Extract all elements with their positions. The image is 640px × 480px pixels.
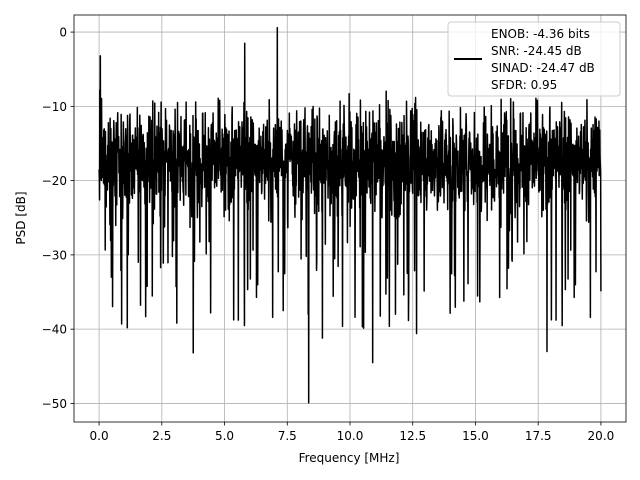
x-tick-label: 2.5 bbox=[152, 429, 171, 443]
x-axis-ticks: 0.0 2.5 5.0 7.5 10.0 12.5 15.0 17.5 20.0 bbox=[90, 422, 615, 443]
x-tick-label: 12.5 bbox=[399, 429, 426, 443]
x-tick-label: 0.0 bbox=[90, 429, 109, 443]
legend-line-sfdr: SFDR: 0.95 bbox=[491, 78, 557, 92]
y-tick-label: −10 bbox=[42, 100, 67, 114]
series-layer bbox=[98, 26, 602, 404]
x-tick-label: 7.5 bbox=[278, 429, 297, 443]
y-tick-label: −40 bbox=[42, 323, 67, 337]
x-tick-label: 20.0 bbox=[588, 429, 615, 443]
y-tick-label: 0 bbox=[59, 26, 67, 40]
legend-line-enob: ENOB: -4.36 bits bbox=[491, 27, 590, 41]
legend: ENOB: -4.36 bits SNR: -24.45 dB SINAD: -… bbox=[447, 21, 621, 97]
x-tick-label: 5.0 bbox=[215, 429, 234, 443]
y-axis-ticks: 0 −10 −20 −30 −40 −50 bbox=[42, 26, 74, 411]
x-tick-label: 17.5 bbox=[525, 429, 552, 443]
y-tick-label: −20 bbox=[42, 174, 67, 188]
x-tick-label: 10.0 bbox=[337, 429, 364, 443]
legend-box bbox=[447, 21, 621, 97]
y-tick-label: −30 bbox=[42, 248, 67, 262]
y-axis-label: PSD [dB] bbox=[14, 191, 28, 244]
x-axis-label: Frequency [MHz] bbox=[299, 451, 400, 465]
legend-line-snr: SNR: -24.45 dB bbox=[491, 44, 582, 58]
legend-line-sinad: SINAD: -24.47 dB bbox=[491, 61, 595, 75]
y-tick-label: −50 bbox=[42, 397, 67, 411]
x-tick-label: 15.0 bbox=[462, 429, 489, 443]
psd-series-line bbox=[98, 26, 602, 404]
